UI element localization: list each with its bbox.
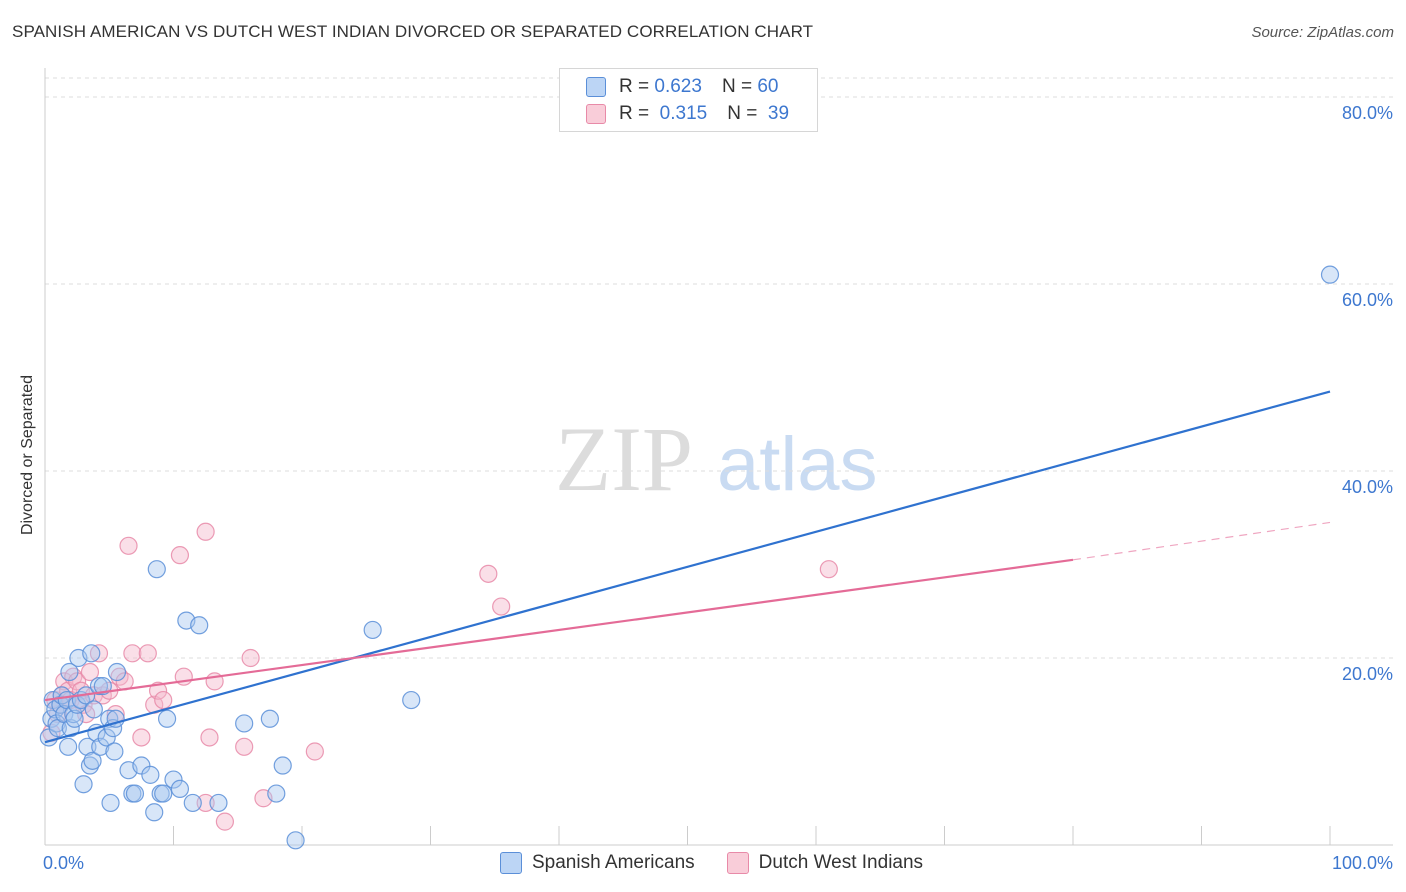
dutch-west-indians-point [148,681,168,700]
dutch-west-indians-point [819,560,838,579]
legend-row-dutch-west-indians: R = 0.315 N = 39 [586,101,789,127]
legend-row-spanish-americans: R = 0.623 N = 60 [586,74,778,100]
legend-item-dutch-west-indians: Dutch West Indians [726,852,924,874]
spanish-americans-trendline [44,390,1331,744]
r-label: R = [619,103,650,124]
dutch-west-indians-point [89,644,109,663]
spanish-americans-point [59,737,78,756]
chart-title: SPANISH AMERICAN VS DUTCH WEST INDIAN DI… [12,22,814,41]
y-tick-label: 20.0% [1342,664,1393,684]
spanish-americans-point [260,709,279,728]
spanish-americans-point [78,737,97,756]
x-tick-label: 100.0% [1332,853,1393,873]
dutch-west-indians-point [196,793,215,813]
n-value: 39 [767,103,790,124]
spanish-americans-point [154,784,173,803]
spanish-americans-point [89,676,109,696]
dutch-west-indians-point [68,672,87,691]
blue-swatch [500,852,522,874]
spanish-americans-point [235,714,254,733]
watermark-zip: ZIP [555,408,693,510]
x-tick-label: 0.0% [43,853,84,873]
dutch-west-indians-point [132,728,151,747]
y-tick-label: 80.0% [1342,103,1393,123]
dutch-west-indians-point [479,564,498,583]
dutch-west-indians-trendline-extension [1072,521,1331,561]
legend-label: Dutch West Indians [758,852,924,873]
spanish-americans-point [105,742,124,761]
r-value: 0.623 [654,76,702,97]
dutch-west-indians-point [241,648,260,668]
dutch-west-indians-point [305,742,324,761]
spanish-americans-point [82,644,101,663]
dutch-west-indians-point [55,672,74,691]
y-tick-label: 60.0% [1342,290,1393,310]
spanish-americans-point [97,728,116,747]
blue-swatch [586,77,606,97]
spanish-americans-point [91,737,110,756]
dutch-west-indians-point [154,690,173,710]
dutch-west-indians-point [123,644,142,663]
spanish-americans-point [164,770,183,789]
spanish-americans-point [286,831,305,850]
dutch-west-indians-point [196,522,215,541]
n-label: N = [721,76,753,97]
spanish-americans-point [60,662,79,682]
spanish-americans-point [363,620,382,640]
legend-label: Spanish Americans [532,852,695,873]
dutch-west-indians-point [80,662,100,682]
dutch-west-indians-point [119,536,138,555]
spanish-americans-point [107,662,127,682]
dutch-west-indians-point [200,728,219,747]
series-legend: Spanish Americans Dutch West Indians [500,852,955,874]
spanish-americans-point [209,793,228,813]
spanish-americans-point [125,784,145,803]
y-tick-label: 40.0% [1342,477,1393,497]
pink-swatch [726,852,749,874]
spanish-americans-point [402,690,421,710]
dutch-west-indians-point [170,546,190,565]
source-credit: Source: ZipAtlas.com [1251,24,1394,41]
spanish-americans-point [83,751,102,770]
spanish-americans-point [141,765,160,784]
correlation-legend: R = 0.623 N = 60 R = 0.315 N = 39 [559,68,818,132]
spanish-americans-point [1320,265,1340,284]
dutch-west-indians-trendline [44,558,1074,702]
r-label: R = [619,76,650,97]
watermark-atlas: atlas [717,422,878,507]
dutch-west-indians-point [492,597,511,616]
n-label: N = [727,103,758,124]
dutch-west-indians-point [215,812,234,831]
spanish-americans-point [74,775,93,794]
pink-swatch [586,104,606,124]
spanish-americans-point [170,779,190,799]
dutch-west-indians-point [138,644,157,663]
spanish-americans-point [101,793,120,813]
dutch-west-indians-point [235,737,254,756]
legend-item-spanish-americans: Spanish Americans [500,852,695,874]
spanish-americans-point [157,709,177,728]
spanish-americans-point [145,803,164,822]
spanish-americans-point [183,793,202,813]
spanish-americans-point [273,756,292,775]
spanish-americans-point [84,700,103,719]
spanish-americans-point [147,560,166,579]
n-value: 60 [757,76,779,97]
spanish-americans-point [61,719,80,738]
r-value: 0.315 [659,103,708,124]
spanish-americans-point [65,709,84,728]
spanish-americans-point [93,676,112,696]
spanish-americans-point [190,616,209,635]
spanish-americans-point [267,784,286,803]
